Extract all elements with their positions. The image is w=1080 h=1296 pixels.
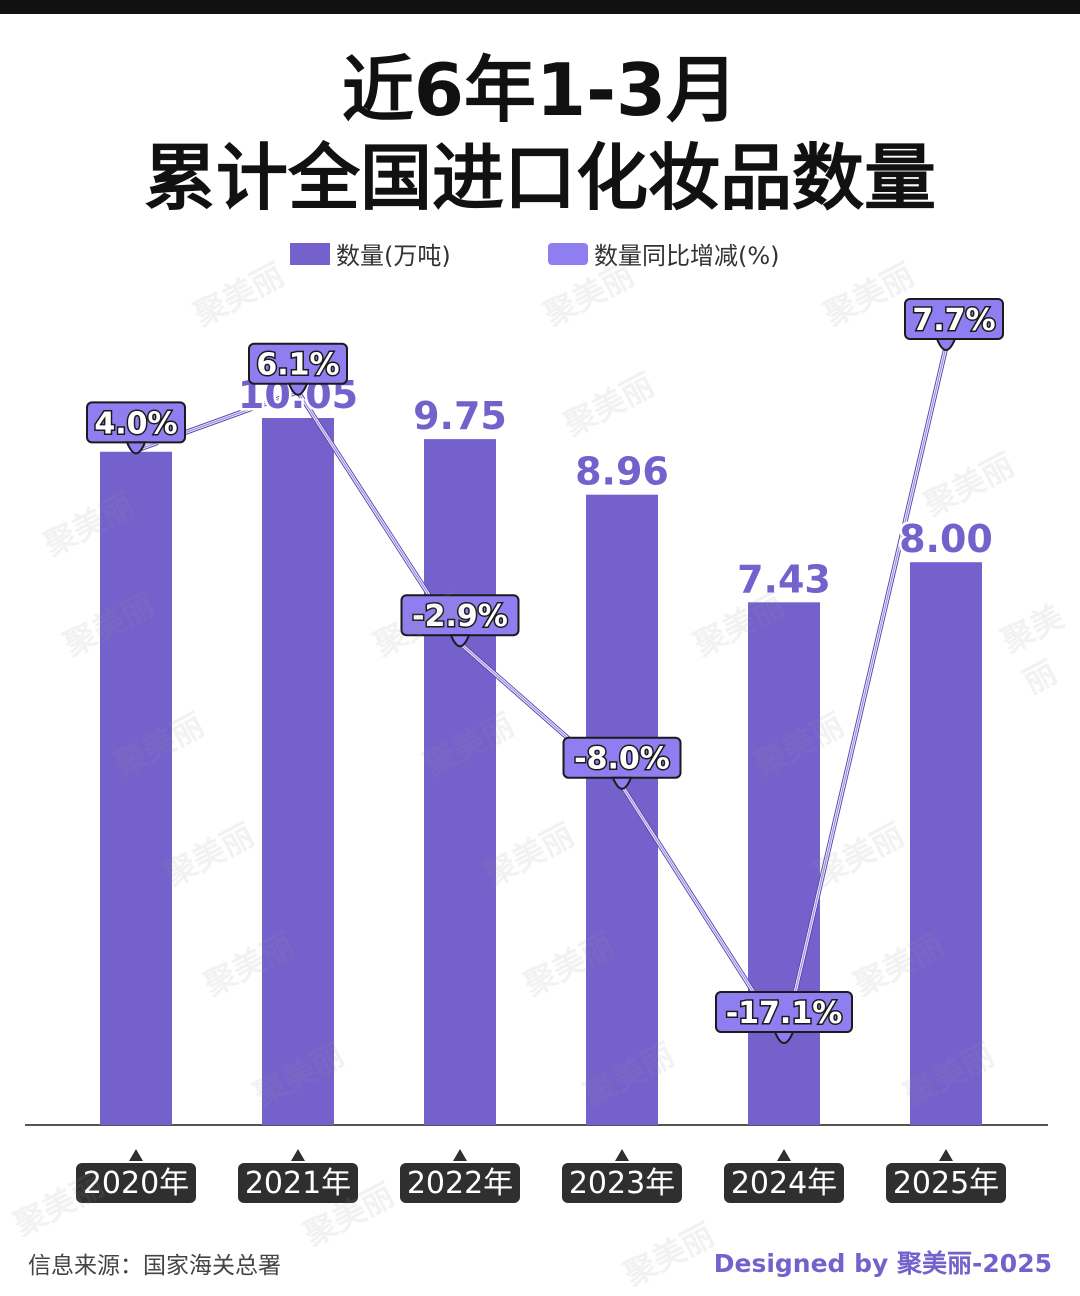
bar-2021年 — [262, 418, 334, 1125]
bar-value-label-2024年: 7.43 — [737, 557, 831, 601]
chart-title-line1: 近6年1-3月 — [341, 48, 739, 132]
x-tag-pointer-2024年 — [777, 1149, 791, 1161]
x-tick-label-2024年: 2024年 — [731, 1166, 837, 1201]
yoy-marker-2023年 — [611, 776, 633, 790]
yoy-value-label-2025年: 7.7% — [912, 303, 995, 338]
yoy-value-label-2024年: -17.1% — [726, 996, 843, 1031]
top-bar — [0, 0, 1080, 14]
yoy-value-label-2021年: 6.1% — [256, 348, 339, 383]
yoy-marker-2022年 — [449, 634, 471, 648]
designer-credit: Designed by 聚美丽-2025 — [713, 1249, 1052, 1278]
x-tag-2025年 — [886, 1163, 1006, 1203]
legend-label-quantity: 数量(万吨) — [336, 242, 451, 270]
yoy-marker-2024年 — [773, 1031, 795, 1044]
bar-2024年 — [748, 602, 820, 1125]
x-tag-2023年 — [562, 1163, 682, 1203]
yoy-line — [135, 346, 947, 1041]
yoy-marker-2025年 — [935, 338, 957, 351]
x-tick-label-2023年: 2023年 — [569, 1166, 675, 1201]
yoy-value-label-2022年: -2.9% — [412, 599, 508, 634]
bar-value-label-2025年: 8.00 — [899, 517, 993, 561]
bar-2020年 — [100, 451, 172, 1125]
bar-2023年 — [586, 494, 658, 1126]
bar-2025年 — [910, 562, 982, 1125]
source-note: 信息来源：国家海关总署 — [28, 1253, 281, 1279]
yoy-marker-2021年 — [287, 382, 309, 396]
x-tag-pointer-2023年 — [615, 1149, 629, 1161]
yoy-line-inner — [135, 346, 948, 1042]
legend-swatch-bar — [290, 242, 330, 265]
x-tag-pointer-2022年 — [453, 1149, 467, 1161]
legend-label-yoy: 数量同比增减(%) — [594, 242, 780, 270]
chart-title-line2: 累计全国进口化妆品数量 — [143, 136, 936, 220]
legend-swatch-line — [548, 242, 588, 265]
yoy-value-label-2020年: 4.0% — [94, 406, 177, 441]
x-tag-2020年 — [76, 1163, 196, 1203]
yoy-marker-2020年 — [125, 441, 147, 455]
x-tag-2021年 — [238, 1163, 358, 1203]
x-tick-label-2020年: 2020年 — [83, 1166, 189, 1201]
x-tag-2022年 — [400, 1163, 520, 1203]
x-tag-pointer-2020年 — [129, 1149, 143, 1161]
bar-value-label-2022年: 9.75 — [413, 394, 507, 438]
bar-value-label-2023年: 8.96 — [575, 450, 669, 494]
yoy-line-outline — [135, 346, 949, 1043]
yoy-value-label-2023年: -8.0% — [574, 742, 670, 777]
legend: 数量(万吨) 数量同比增减(%) — [0, 236, 1080, 272]
legend-item-quantity: 数量(万吨) — [290, 236, 451, 271]
x-tag-pointer-2021年 — [291, 1149, 305, 1161]
x-tick-label-2022年: 2022年 — [407, 1166, 513, 1201]
x-tag-2024年 — [724, 1163, 844, 1203]
legend-item-yoy: 数量同比增减(%) — [548, 236, 780, 271]
x-tick-label-2021年: 2021年 — [245, 1166, 351, 1201]
bar-2022年 — [424, 439, 496, 1125]
x-tick-label-2025年: 2025年 — [893, 1166, 999, 1201]
x-tag-pointer-2025年 — [939, 1149, 953, 1161]
